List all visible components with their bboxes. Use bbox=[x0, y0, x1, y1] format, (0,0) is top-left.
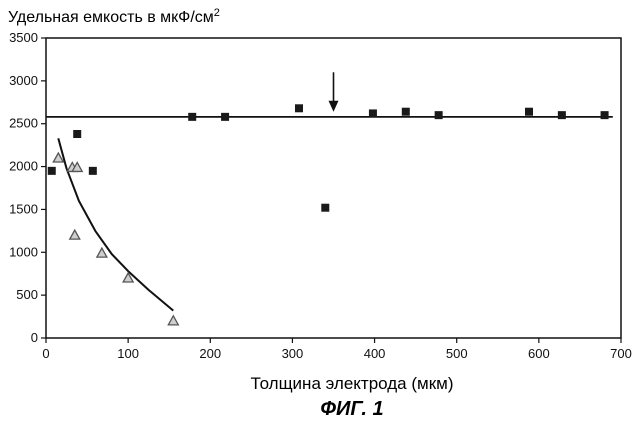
x-tick-label: 500 bbox=[446, 346, 468, 361]
square-point bbox=[48, 167, 56, 175]
chart-title-text: Удельная емкость в мкФ/см bbox=[8, 9, 214, 26]
x-tick-label: 200 bbox=[199, 346, 221, 361]
y-tick-label: 2000 bbox=[9, 159, 38, 174]
square-point bbox=[89, 167, 97, 175]
triangle-point bbox=[168, 316, 178, 325]
chart-title: Удельная емкость в мкФ/см2 bbox=[8, 7, 220, 26]
square-point bbox=[188, 113, 196, 121]
square-point bbox=[601, 111, 609, 119]
square-point bbox=[402, 108, 410, 116]
square-point bbox=[435, 111, 443, 119]
square-point bbox=[321, 204, 329, 212]
chart-title-superscript: 2 bbox=[214, 7, 220, 19]
triangle-point bbox=[70, 230, 80, 239]
y-tick-label: 0 bbox=[31, 330, 38, 345]
x-tick-label: 100 bbox=[117, 346, 139, 361]
annotation-arrow bbox=[329, 72, 339, 111]
y-tick-label: 3000 bbox=[9, 73, 38, 88]
square-point bbox=[525, 108, 533, 116]
x-tick-label: 700 bbox=[610, 346, 632, 361]
arrow-head bbox=[329, 101, 339, 112]
x-tick-label: 0 bbox=[42, 346, 49, 361]
square-point bbox=[369, 109, 377, 117]
x-tick-label: 400 bbox=[364, 346, 386, 361]
square-point bbox=[221, 113, 229, 121]
figure-caption: ФИГ. 1 bbox=[320, 398, 383, 420]
x-tick-label: 600 bbox=[528, 346, 550, 361]
square-point bbox=[558, 111, 566, 119]
y-tick-label: 1500 bbox=[9, 201, 38, 216]
square-point bbox=[295, 104, 303, 112]
y-tick-label: 500 bbox=[16, 287, 38, 302]
triangle-point bbox=[97, 248, 107, 257]
x-tick-label: 300 bbox=[282, 346, 304, 361]
y-tick-label: 1000 bbox=[9, 244, 38, 259]
square-point bbox=[73, 130, 81, 138]
x-axis-label: Толщина электрода (мкм) bbox=[251, 374, 454, 393]
y-axis: 0 500 1000 1500 2000 2500 3000 3500 bbox=[9, 30, 46, 345]
y-tick-label: 2500 bbox=[9, 116, 38, 131]
data-points bbox=[48, 104, 609, 325]
y-tick-label: 3500 bbox=[9, 30, 38, 45]
x-axis: 0 100 200 300 400 500 600 700 bbox=[42, 338, 631, 361]
